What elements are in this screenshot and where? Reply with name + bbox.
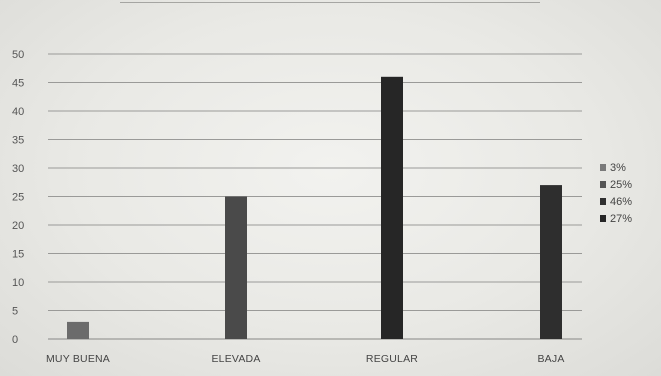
x-category-label: ELEVADA — [211, 353, 260, 365]
y-tick-label: 10 — [12, 277, 24, 289]
bar-elevada — [225, 196, 247, 339]
y-tick-label: 30 — [12, 163, 24, 175]
legend-marker — [600, 164, 606, 171]
y-tick-label: 5 — [12, 306, 18, 318]
y-tick-label: 15 — [12, 249, 24, 261]
x-category-label: BAJA — [537, 353, 564, 365]
legend-marker — [600, 198, 606, 205]
bar-regular — [381, 76, 403, 340]
top-rule — [120, 2, 540, 3]
legend-entry: 46% — [610, 196, 632, 208]
y-tick-label: 45 — [12, 78, 24, 90]
y-tick-label: 50 — [12, 49, 24, 61]
y-tick-label: 40 — [12, 106, 24, 118]
bar-muy-buena — [67, 321, 89, 339]
legend-marker — [600, 181, 606, 188]
legend-entry: 25% — [610, 179, 632, 191]
legend-entry: 27% — [610, 213, 632, 225]
bar-baja — [540, 185, 562, 339]
y-tick-label: 25 — [12, 192, 24, 204]
x-category-label: MUY BUENA — [46, 353, 110, 365]
y-tick-label: 0 — [12, 334, 18, 346]
y-tick-label: 35 — [12, 135, 24, 147]
y-tick-label: 20 — [12, 220, 24, 232]
x-category-label: REGULAR — [366, 353, 418, 365]
legend-marker — [600, 215, 606, 222]
legend-entry: 3% — [610, 162, 626, 174]
